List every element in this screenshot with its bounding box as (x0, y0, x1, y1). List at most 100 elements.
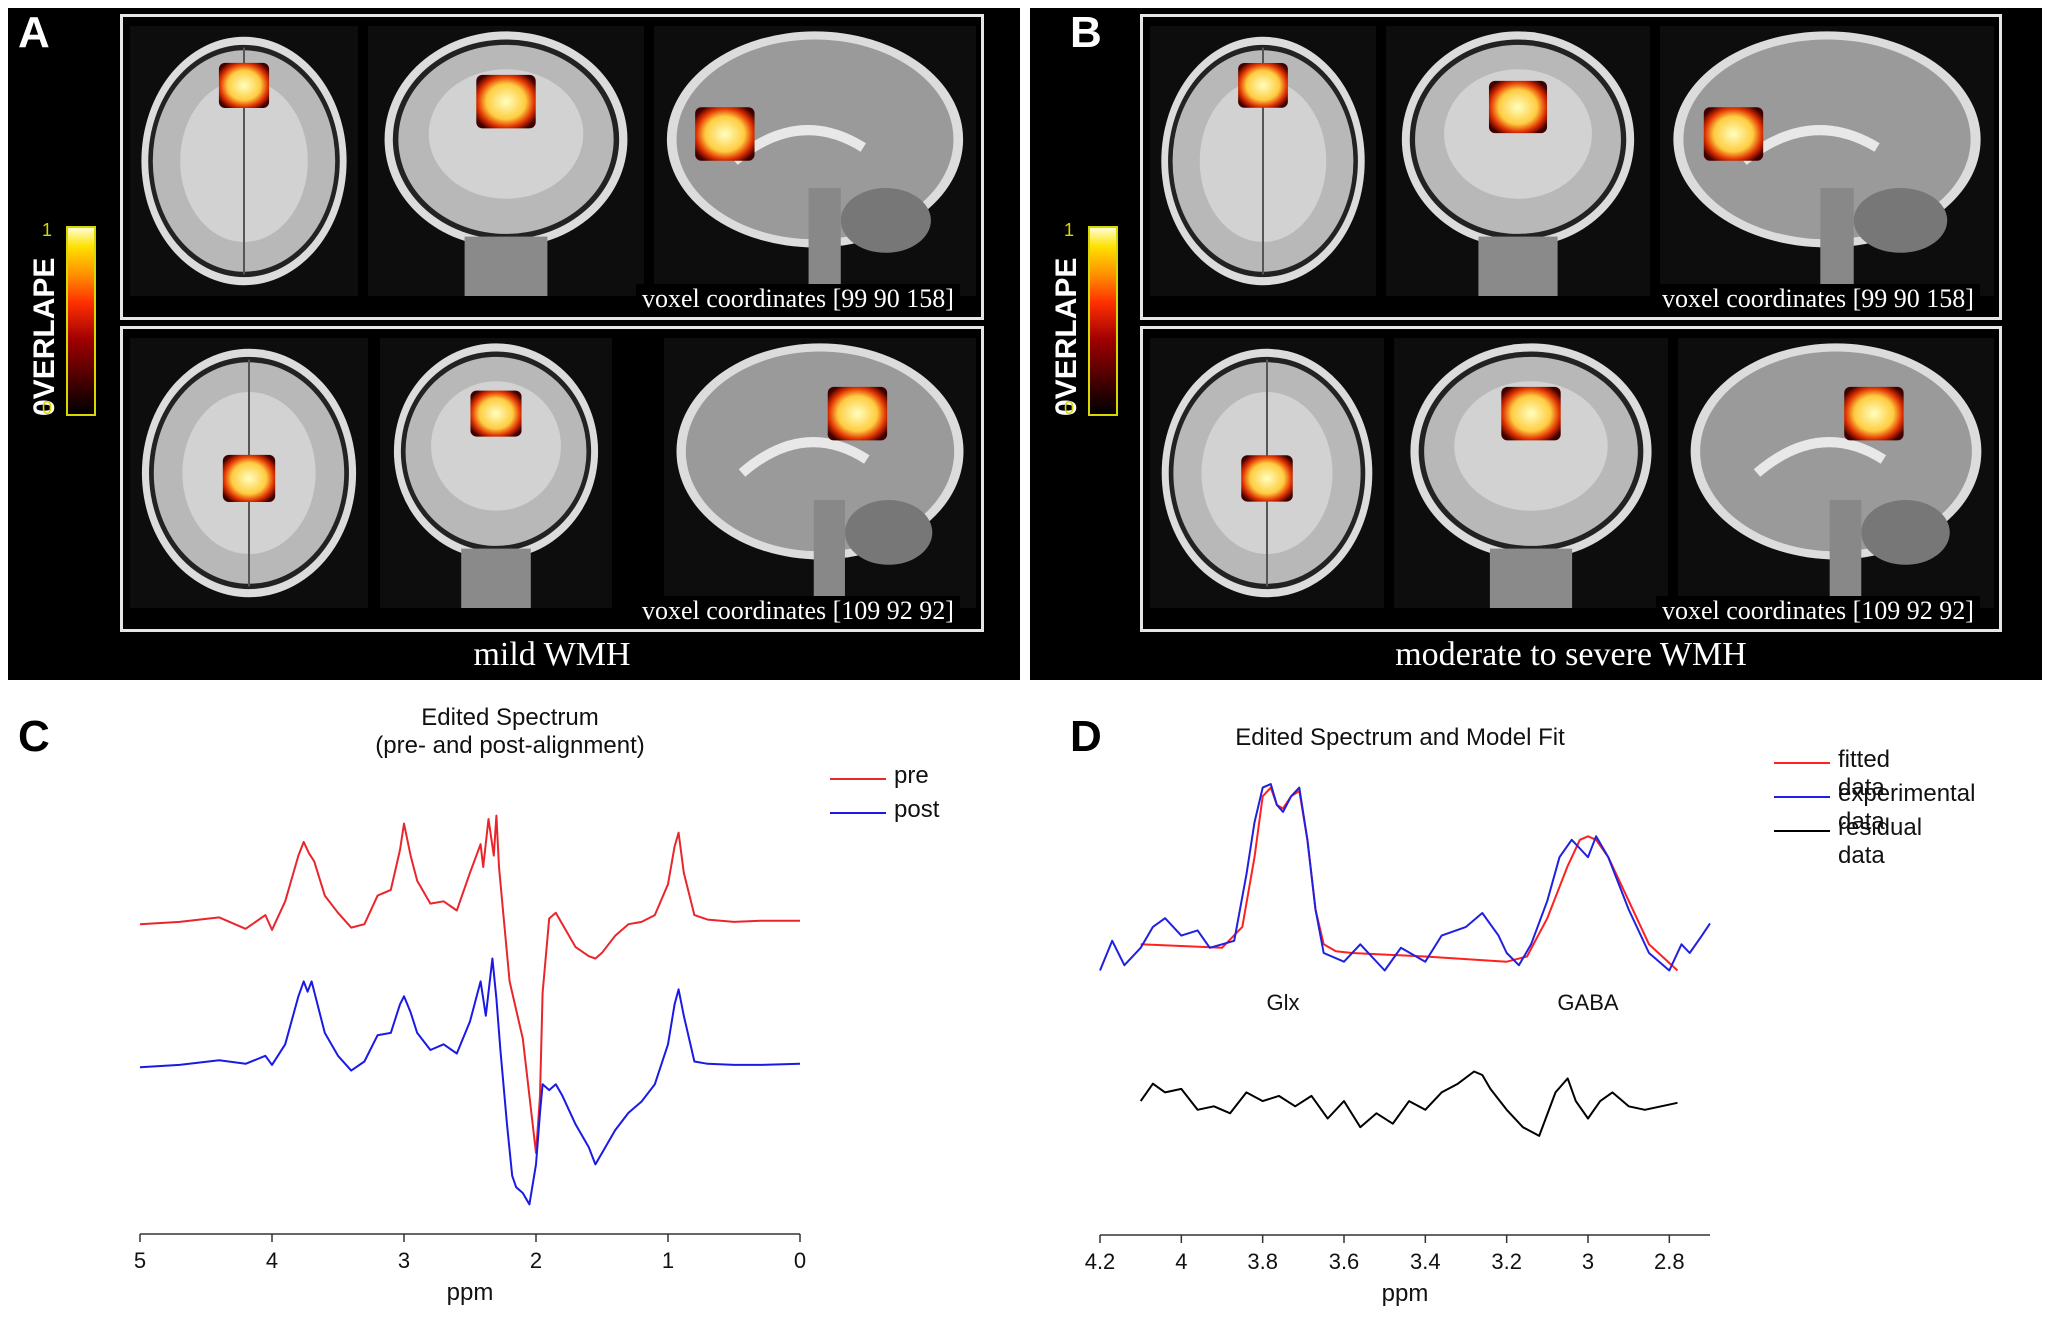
brainstem (1489, 548, 1573, 608)
brainstem (808, 188, 841, 296)
panel-c-letter: C (18, 712, 50, 761)
colorbar-min-tick: 0 (42, 398, 53, 418)
series-line-residual-data (1139, 1070, 1678, 1137)
series-line-pre (139, 814, 800, 1154)
mrs-voxel-overlay (1844, 386, 1904, 441)
brainstem (1478, 236, 1558, 296)
colorbar-max-tick: 1 (42, 220, 53, 240)
cerebellum (844, 500, 933, 565)
colorbar-gradient (66, 226, 96, 416)
mrs-voxel-overlay (1501, 386, 1561, 441)
mrs-voxel-overlay (827, 386, 888, 441)
panel-b-letter: B (1070, 8, 1102, 57)
panel-b-bottom-sagittal (1678, 338, 1994, 608)
legend-swatch (1774, 762, 1830, 764)
legend-swatch (830, 812, 886, 814)
cerebellum (1853, 188, 1948, 253)
legend-label: residual data (1838, 814, 1923, 869)
legend-label: experimental data (1838, 780, 1976, 835)
legend-label: pre (894, 762, 929, 789)
panel-b-top-frame (1140, 14, 2002, 320)
panel-a-top-voxel-label: voxel coordinates [99 90 158] (636, 284, 960, 314)
chart-c-subtitle: (pre- and post-alignment) (375, 732, 645, 759)
panel-b-top-axial (1150, 26, 1376, 296)
white-matter (431, 381, 561, 511)
legend-swatch (1774, 796, 1830, 798)
mrs-voxel-overlay (695, 107, 755, 161)
panel-b-bottom-frame (1140, 326, 2002, 632)
panel-a-bottom-sagittal (664, 338, 976, 608)
brainstem (813, 500, 845, 608)
x-tick-label: 5 (134, 1248, 146, 1273)
white-matter (1444, 69, 1592, 199)
x-tick-label: 3.4 (1410, 1249, 1441, 1274)
cerebellum (840, 188, 931, 253)
x-tick-label: 2.8 (1654, 1249, 1685, 1274)
panel-b-top-voxel-label: voxel coordinates [99 90 158] (1656, 284, 1980, 314)
corpus-callosum (1753, 437, 1887, 477)
panel-d-letter: D (1070, 712, 1102, 761)
x-tick-label: 4.2 (1085, 1249, 1116, 1274)
mrs-voxel-overlay (1488, 80, 1548, 134)
legend-label: post (894, 796, 940, 823)
chart-c: 5 4 3 2 1 0 ppm (134, 814, 806, 1306)
panel-a-bottom-axial (130, 338, 368, 608)
panel-a-colorbar: 0VERLAPE 1 0 (20, 220, 100, 420)
x-axis-label: ppm (447, 1279, 494, 1306)
legend-label: fitted data (1838, 746, 1891, 801)
colorbar-max-tick: 1 (1064, 220, 1075, 240)
panel-b-bottom-coronal (1394, 338, 1668, 608)
panel-a-bottom-voxel-label: voxel coordinates [109 92 92] (636, 596, 960, 626)
x-tick-label: 3.8 (1247, 1249, 1278, 1274)
brainstem (464, 236, 548, 296)
mrs-voxel-overlay (1703, 107, 1764, 161)
mrs-voxel-overlay (1238, 63, 1288, 108)
panel-b-bottom-voxel-label: voxel coordinates [109 92 92] (1656, 596, 1980, 626)
x-tick-label: 3.2 (1491, 1249, 1522, 1274)
legend-swatch (830, 778, 886, 780)
panel-a-letter: A (18, 8, 50, 57)
series-line-fitted-data (1140, 786, 1679, 972)
panel-a-top-coronal (368, 26, 644, 296)
panel-a-bottom-coronal (380, 338, 612, 608)
x-tick-label: 4 (266, 1248, 278, 1273)
mrs-voxel-overlay (218, 62, 270, 108)
corpus-callosum (738, 437, 870, 477)
chart-c-title: Edited Spectrum (421, 704, 599, 731)
brainstem (461, 548, 531, 608)
cerebellum (1861, 500, 1950, 565)
mrs-voxel-overlay (222, 454, 276, 502)
mrs-voxel-overlay (1241, 455, 1293, 502)
panel-b-top-coronal (1386, 26, 1650, 296)
series-line-experimental-data (1099, 783, 1711, 972)
x-tick-label: 2 (530, 1248, 542, 1273)
colorbar-label: 0VERLAPE (1050, 257, 1083, 416)
mrs-voxel-overlay (470, 390, 522, 437)
x-tick-label: 1 (662, 1248, 674, 1273)
white-matter (1454, 381, 1608, 511)
panel-a-top-frame (120, 14, 984, 320)
panel-b-bottom-axial (1150, 338, 1384, 608)
series-line-post (139, 957, 801, 1206)
panel-a-top-sagittal (654, 26, 976, 296)
x-tick-label: 3 (1582, 1249, 1594, 1274)
x-axis-label: ppm (1382, 1280, 1429, 1307)
panel-a-top-axial (130, 26, 358, 296)
chart-d: 4.2 4 3.8 3.6 3.4 3.2 3 2.8 ppm Glx GABA (1085, 783, 1711, 1307)
panel-a-caption: mild WMH (473, 636, 631, 673)
legend-swatch (1774, 830, 1830, 832)
x-tick-label: 3.6 (1329, 1249, 1360, 1274)
panel-a-bottom-frame (120, 326, 984, 632)
peak-annotation: GABA (1557, 990, 1618, 1015)
colorbar-gradient (1088, 226, 1118, 416)
panel-b-caption: moderate to severe WMH (1395, 636, 1747, 673)
colorbar-label: 0VERLAPE (28, 257, 61, 416)
mrs-voxel-overlay (476, 74, 536, 129)
peak-annotation: Glx (1267, 990, 1300, 1015)
x-tick-label: 3 (398, 1248, 410, 1273)
panel-b-top-sagittal (1660, 26, 1994, 296)
x-tick-label: 0 (794, 1248, 806, 1273)
panel-b-colorbar: 0VERLAPE 1 0 (1042, 220, 1122, 420)
white-matter (428, 69, 584, 199)
brainstem (1829, 500, 1862, 608)
